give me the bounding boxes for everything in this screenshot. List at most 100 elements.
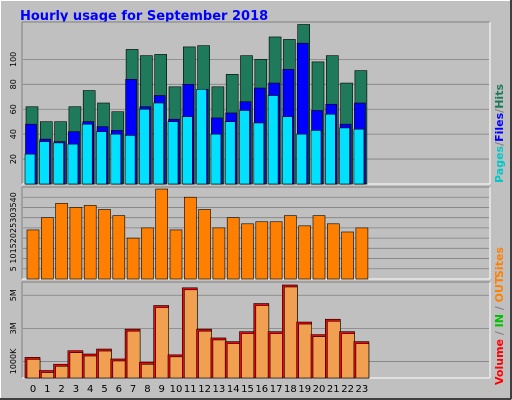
y-tick-label: 1000K xyxy=(9,348,18,374)
pages-bar xyxy=(67,143,79,185)
pages-bar xyxy=(81,123,93,185)
x-tick-label: 5 xyxy=(101,384,107,395)
volume-out-bar xyxy=(284,286,298,379)
pages-bar xyxy=(224,121,236,185)
x-tick-label: 19 xyxy=(298,384,311,395)
x-tick-label: 0 xyxy=(30,384,36,395)
pages-bar xyxy=(110,133,122,185)
x-tick-label: 23 xyxy=(356,384,369,395)
sites-bar xyxy=(284,215,297,280)
sites-bar xyxy=(126,237,140,280)
volume-out-bar xyxy=(112,360,127,379)
sites-bar xyxy=(341,231,354,280)
x-tick-label: 14 xyxy=(227,384,240,395)
sites-bar xyxy=(112,215,126,280)
x-tick-label: 20 xyxy=(313,384,326,395)
sites-bar xyxy=(326,223,340,280)
volume-out-bar xyxy=(212,339,227,379)
y-tick-label: 80 xyxy=(9,79,18,89)
pages-bar xyxy=(96,131,107,185)
x-tick-label: 10 xyxy=(170,384,183,395)
sites-bar xyxy=(269,221,283,280)
volume-out-bar xyxy=(69,352,84,379)
volume-panel: 1000K 3M 5M xyxy=(9,281,491,379)
pages-bar xyxy=(182,116,193,185)
sites-bar xyxy=(26,229,40,280)
volume-out-bar xyxy=(255,305,270,379)
x-tick-label: 17 xyxy=(270,384,283,395)
volume-out-bar xyxy=(155,307,169,379)
volume-out-bar xyxy=(326,320,341,379)
y-tick-label: 20 xyxy=(9,233,18,243)
volume-out-bar xyxy=(83,355,98,379)
sites-bar xyxy=(198,209,211,280)
x-tick-label: 12 xyxy=(198,384,211,395)
pages-bar xyxy=(139,108,150,185)
x-tick-label: 7 xyxy=(130,384,136,395)
sites-bar xyxy=(255,221,269,280)
volume-out-bar xyxy=(169,356,184,379)
x-tick-label: 9 xyxy=(159,384,165,395)
sites-bar xyxy=(169,229,183,280)
pages-bar xyxy=(324,113,336,185)
y-tick-label: 100 xyxy=(9,52,18,67)
legend-volume-in-out: Volume / IN / OUT xyxy=(493,276,506,385)
y-tick-label: 30 xyxy=(9,213,18,223)
volume-out-bar xyxy=(226,343,241,379)
x-tick-label: 15 xyxy=(241,384,254,395)
volume-out-bar xyxy=(355,343,370,379)
pages-bar xyxy=(167,121,179,185)
volume-out-bar xyxy=(298,323,313,379)
sites-bar xyxy=(312,215,326,280)
x-tick-label: 18 xyxy=(284,384,297,395)
y-tick-label: 25 xyxy=(9,223,18,233)
x-tick-label: 3 xyxy=(73,384,79,395)
sites-bar xyxy=(226,217,240,280)
y-tick-label: 20 xyxy=(9,154,18,164)
volume-out-bar xyxy=(312,336,327,379)
x-tick-label: 11 xyxy=(184,384,197,395)
x-tick-label: 13 xyxy=(213,384,226,395)
sites-bar xyxy=(55,203,68,280)
pages-bar xyxy=(53,142,64,185)
sites-bar xyxy=(184,196,197,280)
pages-bar xyxy=(38,141,50,185)
volume-out-bar xyxy=(198,330,212,379)
pages-bar xyxy=(282,116,293,185)
y-tick-label: 40 xyxy=(9,192,18,202)
chart-title: Hourly usage for September 2018 xyxy=(20,9,268,24)
pages-bar xyxy=(353,128,365,185)
pages-bar xyxy=(24,153,36,185)
y-tick-label: 3M xyxy=(9,322,18,334)
pages-bar xyxy=(253,122,265,185)
pages-bar xyxy=(296,133,308,185)
x-tick-label: 21 xyxy=(327,384,340,395)
pages-bar xyxy=(310,130,322,185)
hits-panel: 20 40 60 80 100 xyxy=(9,21,491,185)
y-tick-label: 40 xyxy=(9,129,18,139)
y-tick-label: 5M xyxy=(9,289,18,301)
x-tick-label: 8 xyxy=(144,384,150,395)
x-tick-label: 16 xyxy=(255,384,268,395)
volume-out-bar xyxy=(341,333,355,379)
x-tick-label: 22 xyxy=(341,384,354,395)
pages-bar xyxy=(339,127,350,185)
volume-out-bar xyxy=(26,359,41,379)
sites-bar xyxy=(212,227,226,280)
sites-bar xyxy=(69,207,83,280)
pages-bar xyxy=(210,133,222,185)
legend-pages-files-hits: Pages/Files/Hits xyxy=(493,84,506,183)
y-tick-label: 5 xyxy=(9,266,18,271)
y-tick-label: 15 xyxy=(9,243,18,253)
pages-bar xyxy=(124,135,136,185)
x-tick-label: 6 xyxy=(116,384,122,395)
sites-bar xyxy=(298,225,312,280)
pages-bar xyxy=(239,110,250,185)
x-tick-label: 1 xyxy=(44,384,50,395)
volume-out-bar xyxy=(126,330,141,379)
sites-bar xyxy=(40,217,54,280)
x-tick-label: 4 xyxy=(87,384,93,395)
volume-out-bar xyxy=(241,333,255,379)
